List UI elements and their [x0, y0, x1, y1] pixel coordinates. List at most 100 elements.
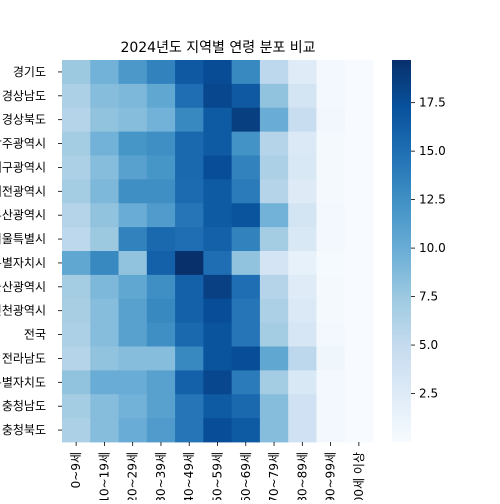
heatmap-cell [231, 298, 261, 324]
heatmap-cell [175, 179, 204, 204]
heatmap-cell [203, 251, 233, 276]
heatmap-cell [146, 107, 176, 133]
column-label: 40~49세 [182, 452, 196, 500]
heatmap-cell [175, 370, 204, 395]
heatmap-cell [316, 418, 346, 443]
colorbar-tick-label: 15.0 [419, 144, 446, 158]
colorbar-tick-label: 17.5 [419, 96, 446, 110]
heatmap-cell [231, 131, 261, 156]
heatmap-cell [175, 107, 204, 133]
heatmap-cell [288, 370, 317, 395]
heatmap-cell [231, 274, 261, 300]
heatmap-cell [146, 274, 176, 300]
heatmap-cell [90, 179, 119, 204]
heatmap-cell [344, 107, 374, 133]
heatmap-cell [316, 274, 346, 300]
heatmap-cell [90, 83, 119, 109]
heatmap-cell [259, 203, 289, 228]
row-label: 제주특별자치도 [0, 375, 46, 389]
colorbar-tick-label: 5.0 [419, 338, 438, 352]
heatmap-cell [203, 131, 233, 156]
heatmap-cell [175, 274, 204, 300]
heatmap-cell [90, 251, 119, 276]
heatmap-cell [90, 203, 119, 228]
heatmap-cell [259, 83, 289, 109]
heatmap-cell [288, 274, 317, 300]
heatmap-cell [344, 418, 374, 443]
heatmap-cell [288, 346, 317, 371]
heatmap-cell [62, 203, 91, 228]
heatmap-cell [316, 203, 346, 228]
heatmap-cell [203, 370, 233, 395]
row-label: 광주광역시 [0, 137, 46, 151]
row-label: 충청남도 [2, 399, 46, 413]
heatmap-cell [316, 370, 346, 395]
colorbar-ticks: 2.5 5.0 7.5 10.0 12.5 15.0 17.5 [411, 96, 446, 401]
heatmap-cell [90, 60, 119, 85]
heatmap-cell [62, 227, 91, 252]
heatmap-cell [231, 346, 261, 371]
row-label: 경상남도 [2, 89, 46, 103]
heatmap-cell [90, 227, 119, 252]
colorbar-tick-label: 2.5 [419, 387, 438, 401]
heatmap-cell [203, 322, 233, 347]
heatmap-cell [203, 203, 233, 228]
heatmap-cell [62, 418, 91, 443]
heatmap-cell [344, 298, 374, 324]
heatmap-cell [231, 394, 261, 419]
row-label: 경상북도 [2, 113, 46, 127]
heatmap-cell [62, 251, 91, 276]
heatmap-cell [288, 322, 317, 347]
heatmap-cell [118, 251, 148, 276]
heatmap-cell [118, 346, 148, 371]
heatmap-cell [259, 346, 289, 371]
heatmap-cell [231, 60, 261, 85]
heatmap-cell [203, 298, 233, 324]
heatmap-cell [259, 418, 289, 443]
heatmap-cell [118, 131, 148, 156]
heatmap-cell [316, 155, 346, 180]
heatmap-cells [62, 60, 374, 443]
heatmap-cell [146, 394, 176, 419]
heatmap-cell [344, 83, 374, 109]
heatmap-cell [175, 394, 204, 419]
heatmap-cell [288, 83, 317, 109]
heatmap-cell [90, 322, 119, 347]
heatmap-cell [90, 107, 119, 133]
row-label: 울산광역시 [0, 280, 46, 294]
heatmap-cell [118, 60, 148, 85]
heatmap-cell [316, 83, 346, 109]
heatmap-cell [146, 322, 176, 347]
heatmap-cell [90, 346, 119, 371]
heatmap-cell [288, 203, 317, 228]
colorbar-tick-label: 7.5 [419, 290, 438, 304]
heatmap-cell [288, 179, 317, 204]
heatmap-cell [175, 251, 204, 276]
colorbar-tick-label: 12.5 [419, 193, 446, 207]
heatmap-cell [344, 370, 374, 395]
heatmap-cell [344, 179, 374, 204]
heatmap-cell [118, 83, 148, 109]
heatmap-cell [175, 155, 204, 180]
heatmap-cell [90, 394, 119, 419]
row-label: 세종특별자치시 [0, 256, 46, 270]
heatmap-cell [62, 131, 91, 156]
column-label: 0~9세 [69, 452, 83, 488]
heatmap-cell [316, 322, 346, 347]
row-label: 대전광역시 [0, 184, 46, 198]
heatmap-cell [231, 179, 261, 204]
heatmap-cell [288, 60, 317, 85]
heatmap-cell [118, 155, 148, 180]
column-label: 20~29세 [126, 452, 140, 500]
heatmap-cell [146, 346, 176, 371]
heatmap-cell [175, 227, 204, 252]
heatmap-cell [259, 131, 289, 156]
heatmap-cell [344, 131, 374, 156]
heatmap-cell [316, 394, 346, 419]
heatmap-cell [231, 203, 261, 228]
column-label: 60~69세 [239, 452, 253, 500]
heatmap-cell [62, 346, 91, 371]
heatmap-cell [288, 227, 317, 252]
heatmap-cell [118, 298, 148, 324]
row-label: 전라남도 [2, 351, 46, 365]
